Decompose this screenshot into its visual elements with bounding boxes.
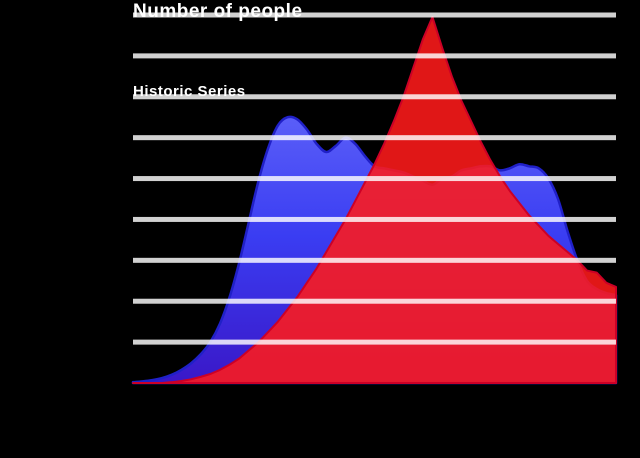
gridline <box>133 176 616 182</box>
gridline <box>133 12 616 18</box>
gridline <box>133 94 616 100</box>
gridline <box>133 339 616 345</box>
gridlines <box>133 12 616 345</box>
gridline <box>133 257 616 263</box>
gridline <box>133 216 616 222</box>
gridline <box>133 53 616 59</box>
gridline <box>133 298 616 304</box>
series-area-red <box>132 16 617 384</box>
gridline <box>133 135 616 141</box>
